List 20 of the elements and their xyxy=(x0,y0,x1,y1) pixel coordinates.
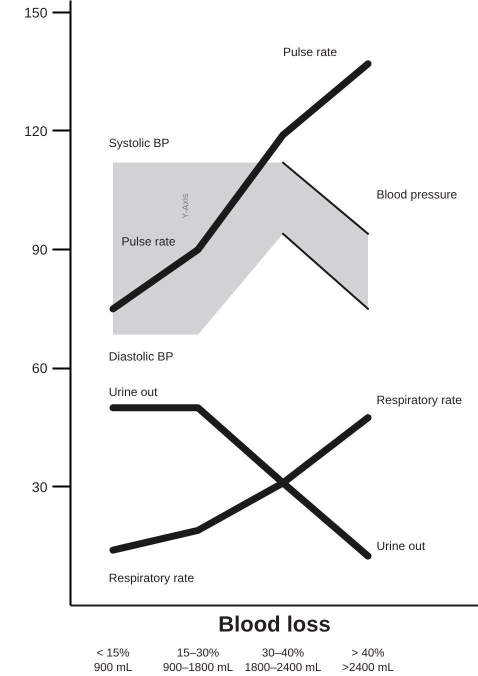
annotation: Systolic BP xyxy=(108,136,170,150)
x-tick-label: 30–40% 1800–2400 mL xyxy=(244,648,322,674)
x-tick-label: > 40% >2400 mL xyxy=(342,648,394,674)
y-tick-label: 150 xyxy=(24,4,48,20)
y-tick-label: 30 xyxy=(32,478,48,495)
annotation: Respiratory rate xyxy=(376,392,462,407)
x-tick-label: 15–30% 900–1800 mL xyxy=(162,648,234,674)
annotation: Pulse rate xyxy=(283,44,338,59)
y-tick-label: 60 xyxy=(32,360,48,376)
annotation: Blood pressure xyxy=(376,187,458,202)
x-axis-title: Blood loss xyxy=(218,612,331,636)
x-tick-label: < 15% 900 mL xyxy=(94,648,133,674)
annotation: Pulse rate xyxy=(122,234,176,249)
y-tick-label: 90 xyxy=(32,242,48,258)
annotation: Urine out xyxy=(376,539,426,554)
annotation: Y-Axis xyxy=(180,193,190,219)
annotation: Respiratory rate xyxy=(108,570,194,585)
y-tick-label: 120 xyxy=(24,122,48,139)
annotation: Urine out xyxy=(108,384,158,399)
annotation: Diastolic BP xyxy=(108,349,174,364)
